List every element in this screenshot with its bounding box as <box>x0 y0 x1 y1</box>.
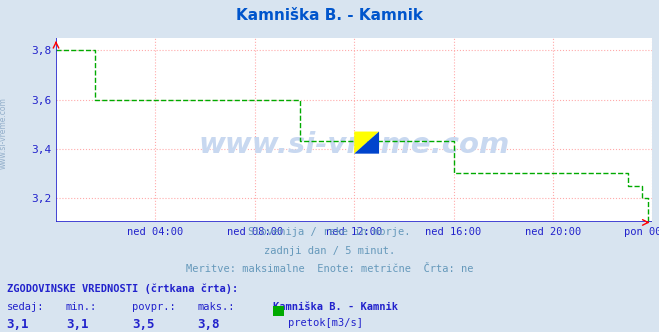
Text: Kamniška B. - Kamnik: Kamniška B. - Kamnik <box>273 302 399 312</box>
Text: ZGODOVINSKE VREDNOSTI (črtkana črta):: ZGODOVINSKE VREDNOSTI (črtkana črta): <box>7 284 238 294</box>
Polygon shape <box>354 131 379 154</box>
Text: pretok[m3/s]: pretok[m3/s] <box>288 318 363 328</box>
Text: www.si-vreme.com: www.si-vreme.com <box>0 97 8 169</box>
Text: 3,8: 3,8 <box>198 318 220 331</box>
Text: povpr.:: povpr.: <box>132 302 175 312</box>
Text: 3,1: 3,1 <box>66 318 88 331</box>
Text: 3,1: 3,1 <box>7 318 29 331</box>
Text: www.si-vreme.com: www.si-vreme.com <box>198 131 510 159</box>
Text: Slovenija / reke in morje.: Slovenija / reke in morje. <box>248 227 411 237</box>
Text: min.:: min.: <box>66 302 97 312</box>
Text: sedaj:: sedaj: <box>7 302 44 312</box>
Text: Meritve: maksimalne  Enote: metrične  Črta: ne: Meritve: maksimalne Enote: metrične Črta… <box>186 264 473 274</box>
Text: Kamniška B. - Kamnik: Kamniška B. - Kamnik <box>236 8 423 23</box>
Polygon shape <box>354 131 379 154</box>
Text: 3,5: 3,5 <box>132 318 154 331</box>
Text: zadnji dan / 5 minut.: zadnji dan / 5 minut. <box>264 246 395 256</box>
Text: maks.:: maks.: <box>198 302 235 312</box>
